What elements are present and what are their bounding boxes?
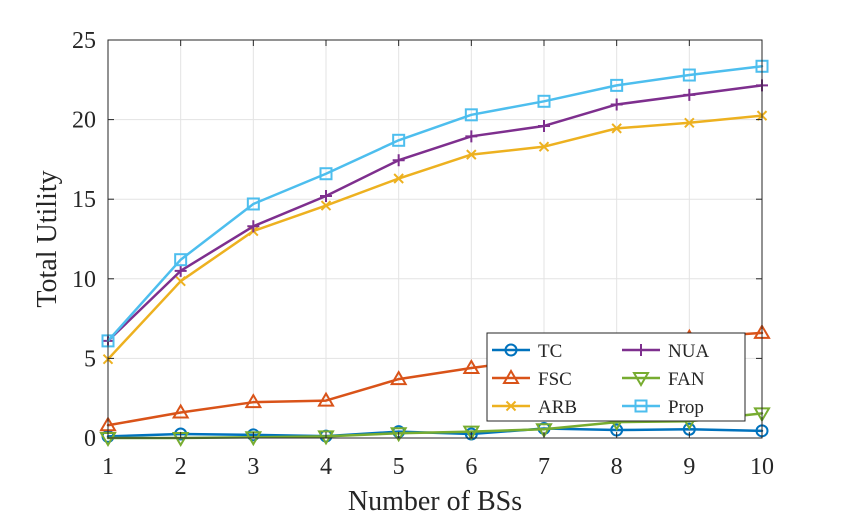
data-point-fan [317, 430, 335, 446]
data-point-fan [535, 423, 553, 439]
legend-marker-tc [504, 343, 518, 357]
x-tick-label: 7 [538, 454, 550, 480]
data-point-arb [393, 173, 404, 184]
x-tick-label: 3 [247, 454, 259, 480]
plot-area-frame [107, 39, 763, 439]
data-point-nua [465, 130, 478, 143]
legend-label-fsc: FSC [538, 369, 572, 390]
y-axis-label: Total Utility [32, 170, 63, 307]
legend-marker-arb [505, 400, 517, 412]
legend: TC FSC ARB NUA FAN Prop [486, 332, 746, 422]
series-line-arb [106, 114, 764, 361]
data-point-nua [320, 190, 332, 203]
y-tick-label: 15 [72, 187, 96, 213]
data-point-arb [466, 149, 477, 160]
data-point-fsc [462, 358, 481, 374]
y-tick-label: 20 [72, 108, 96, 134]
y-tick-label: 25 [72, 28, 96, 54]
legend-label-prop: Prop [668, 397, 704, 418]
data-point-prop [464, 108, 478, 122]
data-point-prop [246, 197, 260, 211]
data-point-nua [610, 98, 623, 111]
legend-entry-fsc: FSC [492, 369, 572, 390]
axis-ticks: 1 2 3 4 5 6 7 8 9 10 0 5 10 15 20 25 [72, 28, 774, 480]
legend-marker-prop [634, 399, 648, 413]
data-point-fsc [244, 393, 263, 409]
x-tick-label: 6 [465, 454, 477, 480]
legend-entry-tc: TC [492, 341, 562, 362]
x-tick-label: 2 [175, 454, 187, 480]
x-axis-label: Number of BSs [348, 486, 522, 517]
legend-entry-arb: ARB [492, 397, 577, 418]
x-tick-label: 9 [683, 454, 695, 480]
data-point-prop [392, 133, 406, 147]
series-nua [102, 79, 768, 347]
legend-marker-fan [632, 372, 650, 387]
legend-marker-nua [635, 344, 647, 356]
legend-entry-nua: NUA [622, 341, 709, 362]
data-point-nua [538, 119, 550, 132]
data-point-arb [538, 141, 550, 152]
x-tick-label: 5 [393, 454, 405, 480]
data-point-fsc [389, 370, 408, 386]
legend-entry-prop: Prop [622, 397, 704, 418]
x-tick-label: 8 [611, 454, 623, 480]
data-point-prop [682, 68, 696, 82]
data-point-prop [610, 78, 624, 92]
data-point-nua [392, 154, 405, 167]
data-point-fan [462, 425, 481, 441]
data-point-nua [247, 220, 260, 233]
data-point-prop [319, 167, 333, 181]
x-tick-label: 10 [750, 454, 774, 480]
legend-label-fan: FAN [668, 369, 705, 390]
data-point-fsc [171, 403, 190, 419]
data-point-arb [684, 117, 695, 128]
data-point-fan [389, 427, 408, 443]
y-tick-label: 0 [84, 426, 96, 452]
data-point-arb [175, 275, 186, 287]
data-point-nua [683, 88, 696, 101]
y-tick-label: 5 [84, 346, 96, 372]
legend-entry-fan: FAN [622, 369, 705, 390]
y-tick-label: 10 [72, 267, 96, 293]
x-tick-label: 1 [102, 454, 114, 480]
data-point-prop [537, 94, 551, 108]
data-point-fsc [317, 391, 335, 407]
x-tick-label: 4 [320, 454, 332, 480]
series-line-prop [106, 65, 764, 343]
legend-label-arb: ARB [538, 397, 577, 418]
series-line-nua [106, 84, 764, 343]
data-point-nua [174, 264, 187, 277]
data-point-prop [174, 253, 188, 267]
legend-label-nua: NUA [668, 341, 709, 362]
legend-label-tc: TC [538, 341, 562, 362]
legend-marker-fsc [502, 369, 520, 384]
data-point-arb [611, 123, 622, 134]
data-point-arb [320, 200, 332, 211]
